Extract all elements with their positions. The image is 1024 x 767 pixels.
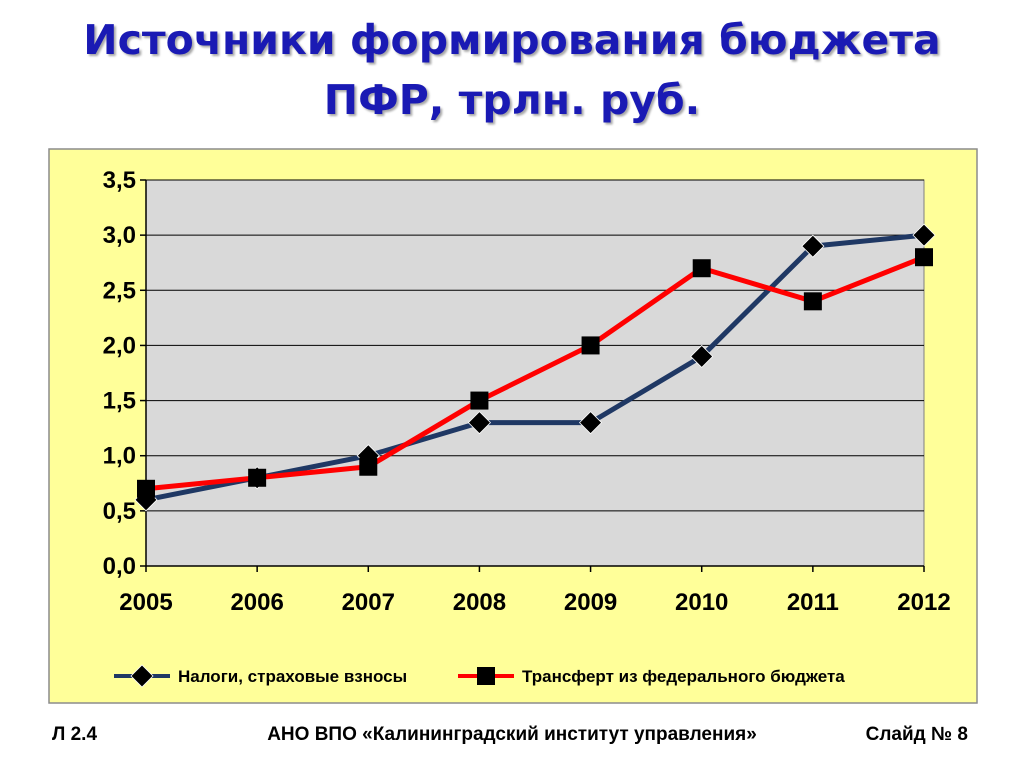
x-tick-label: 2005 xyxy=(119,589,172,616)
legend-marker-2 xyxy=(477,667,495,685)
series-2-point xyxy=(803,292,822,311)
x-tick-label: 2008 xyxy=(453,589,506,616)
title-line-2: ПФР, трлн. руб. xyxy=(323,76,701,124)
series-2-point xyxy=(359,457,378,476)
x-tick-label: 2011 xyxy=(787,589,839,616)
slide-title: Источники формирования бюджета ПФР, трлн… xyxy=(0,10,1024,130)
series-2-point xyxy=(692,259,711,278)
series-2-point xyxy=(248,468,267,487)
chart-area: 0,0 0,5 1,0 1,5 2,0 2,5 3,0 3,5 2005 2006 2007 2008… xyxy=(48,148,978,704)
series-2-point xyxy=(915,248,933,267)
y-tick-label: 3,5 xyxy=(103,167,136,194)
y-tick-label: 1,0 xyxy=(103,443,136,470)
x-tick-label: 2009 xyxy=(564,589,617,616)
footer-slide-number: Слайд № 8 xyxy=(865,724,968,745)
y-tick-label: 0,5 xyxy=(103,498,136,525)
title-line-1: Источники формирования бюджета xyxy=(83,16,941,64)
y-tick-label: 2,0 xyxy=(103,332,136,359)
x-tick-label: 2012 xyxy=(897,589,950,616)
series-line-2 xyxy=(145,254,925,492)
legend-marker-1 xyxy=(130,664,154,688)
x-tick-label: 2007 xyxy=(342,589,395,616)
series-1-point xyxy=(801,234,825,258)
footer-lecture-number: Л 2.4 xyxy=(52,724,98,745)
series-1-point xyxy=(912,223,936,247)
series-1-point xyxy=(467,411,491,435)
line-chart: 0,0 0,5 1,0 1,5 2,0 2,5 3,0 3,5 2005 2006 2007 2008… xyxy=(48,148,978,704)
legend-label-1: Налоги, страховые взносы xyxy=(178,667,407,686)
y-tick-label: 3,0 xyxy=(103,222,136,249)
y-tick-label: 1,5 xyxy=(103,388,136,415)
y-tick-label: 0,0 xyxy=(103,553,136,580)
series-1-point xyxy=(579,411,603,435)
series-2-point xyxy=(137,479,155,498)
series-2-point xyxy=(581,336,600,355)
legend-label-2: Трансферт из федерального бюджета xyxy=(522,667,845,686)
footer-institution: АНО ВПО «Калининградский институт управл… xyxy=(267,724,757,745)
series-2-point xyxy=(470,391,489,410)
y-tick-label: 2,5 xyxy=(103,277,136,304)
series-1-point xyxy=(690,344,714,369)
x-tick-label: 2006 xyxy=(230,589,283,616)
x-tick-label: 2010 xyxy=(675,589,728,616)
